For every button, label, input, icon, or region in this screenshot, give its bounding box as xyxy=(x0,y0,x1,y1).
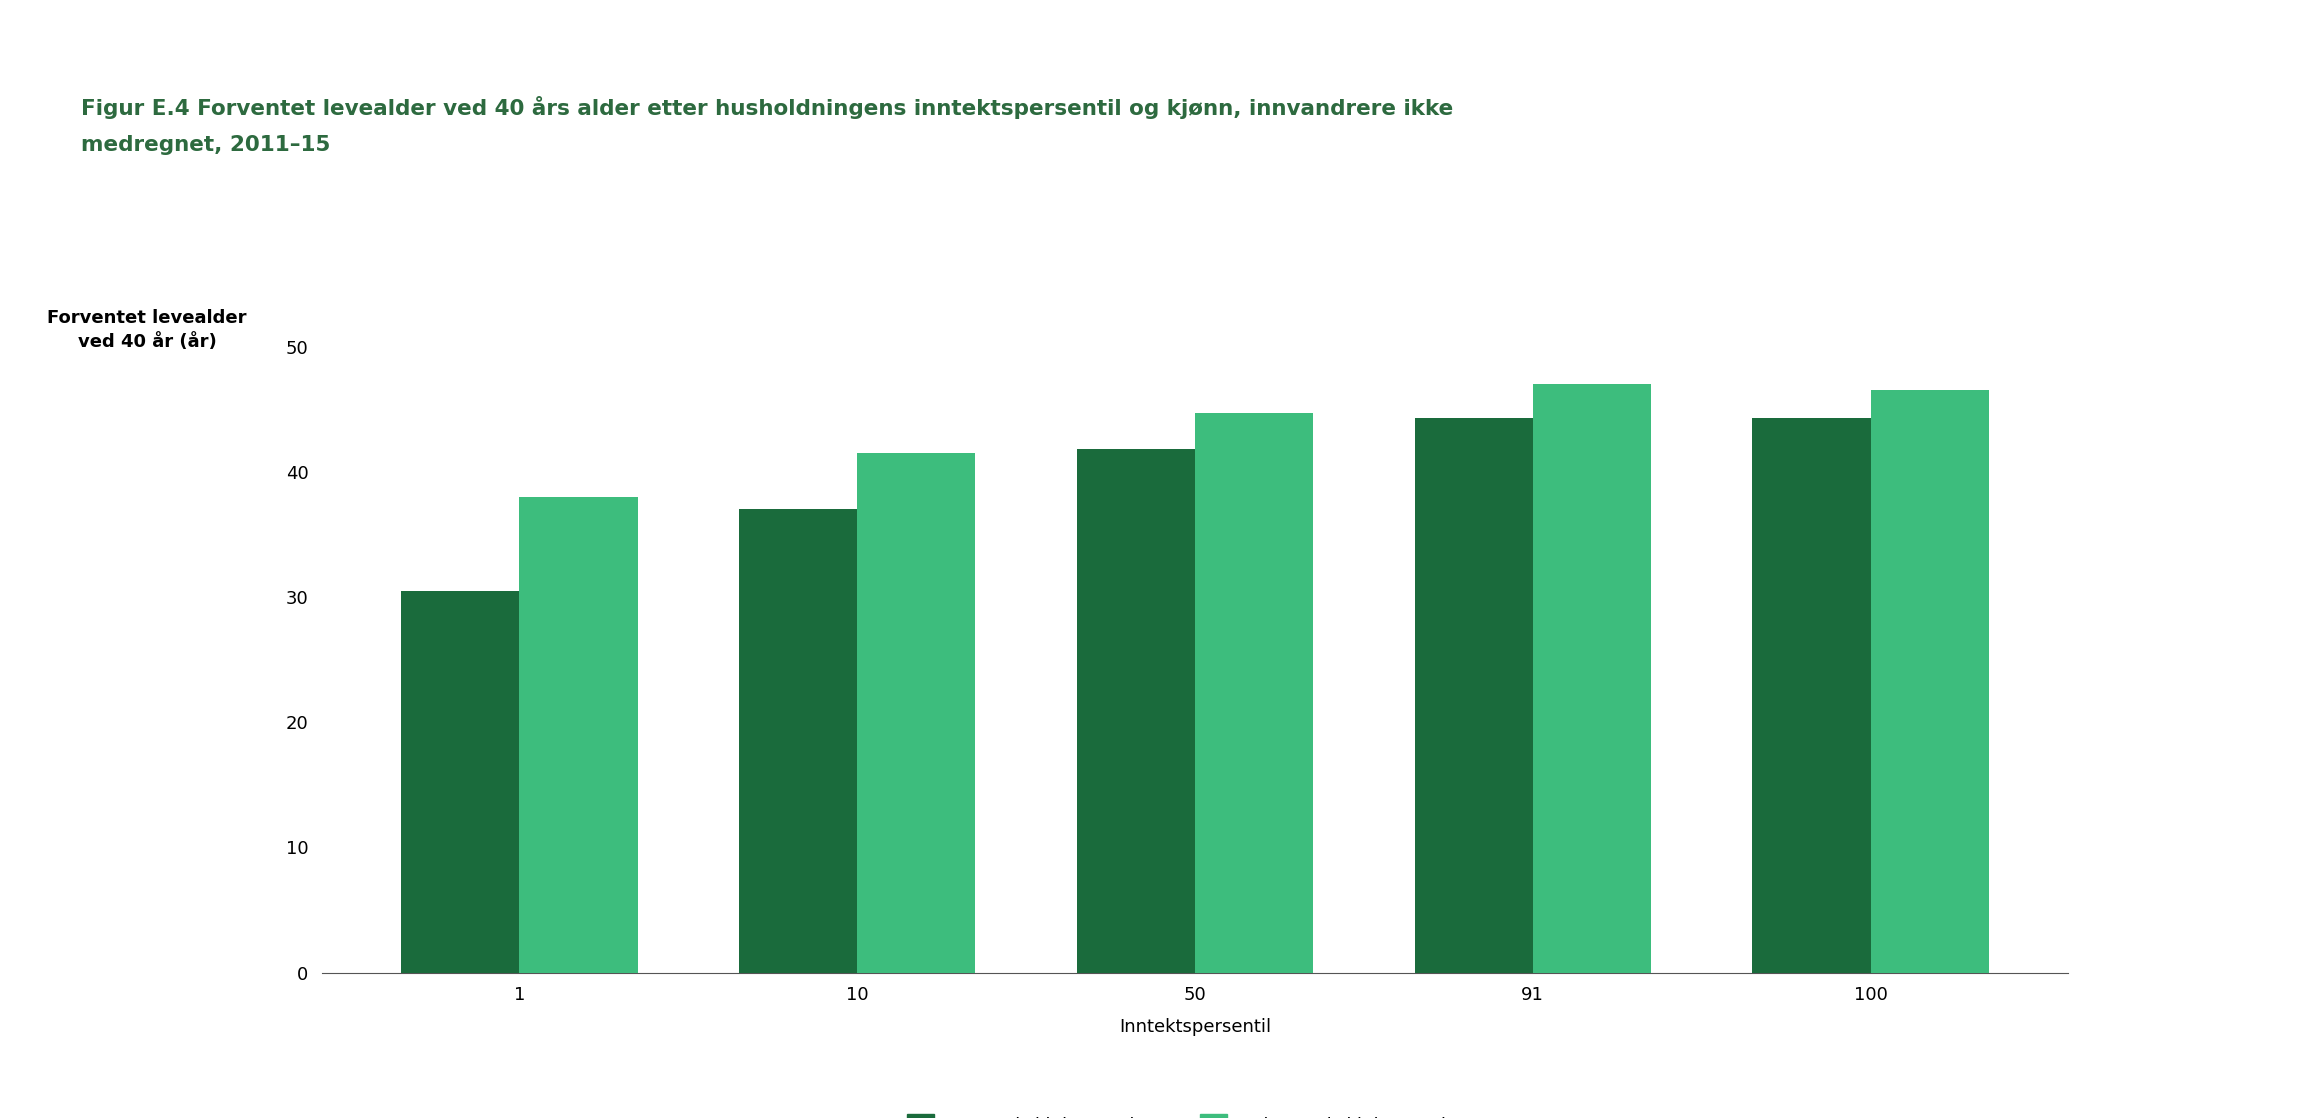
Bar xyxy=(740,510,857,973)
Text: Figur E.4 Forventet levealder ved 40 års alder etter husholdningens inntektspers: Figur E.4 Forventet levealder ved 40 års… xyxy=(80,96,1455,155)
Bar xyxy=(1533,385,1650,973)
Bar xyxy=(402,590,519,973)
Bar xyxy=(1195,413,1312,973)
X-axis label: Inntektspersentil: Inntektspersentil xyxy=(1119,1017,1271,1035)
Bar xyxy=(1078,449,1195,973)
Bar xyxy=(1753,418,1871,973)
Legend: Menn ekskl. innvandere, Kvinner ekskl. innvandrere: Menn ekskl. innvandere, Kvinner ekskl. i… xyxy=(901,1107,1489,1118)
Bar xyxy=(1871,390,1988,973)
Bar xyxy=(1416,418,1533,973)
Bar xyxy=(519,496,637,973)
Text: Forventet levealder
ved 40 år (år): Forventet levealder ved 40 år (år) xyxy=(48,309,246,351)
Bar xyxy=(857,453,974,973)
